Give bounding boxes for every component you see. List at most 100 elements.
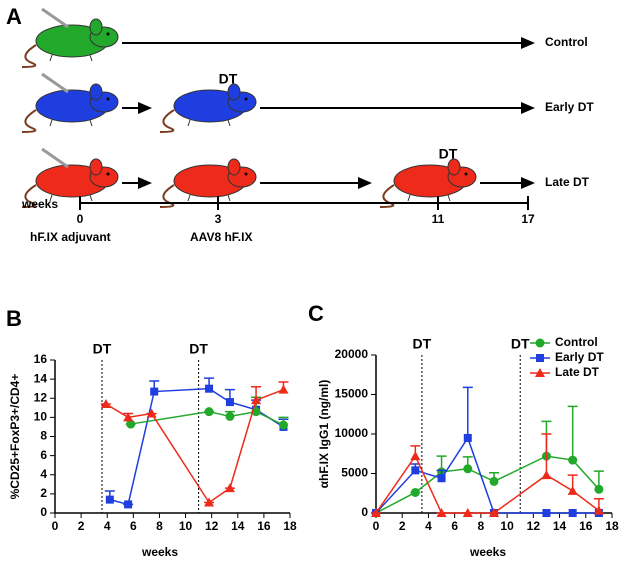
x-tick-label: 12 — [527, 519, 541, 533]
timeline-tick-label: 0 — [77, 212, 84, 226]
y-tick-label: 12 — [34, 390, 48, 404]
marker — [205, 384, 214, 393]
mouse-ear — [227, 83, 241, 101]
marker — [100, 398, 111, 408]
mouse-leg — [89, 194, 93, 202]
y-tick-label: 6 — [40, 448, 47, 462]
series — [371, 405, 604, 518]
mouse-leg — [89, 119, 93, 127]
marker — [225, 411, 235, 421]
mouse-eye — [464, 172, 468, 176]
series-line — [375, 454, 600, 514]
marker — [204, 407, 214, 417]
marker — [463, 433, 472, 442]
mouse-eye — [106, 32, 110, 36]
mouse-leg — [227, 119, 231, 127]
marker — [225, 398, 234, 407]
marker — [489, 476, 499, 486]
marker — [124, 500, 133, 509]
y-tick-label: 5000 — [341, 466, 368, 480]
timeline-tick-label: 17 — [521, 212, 535, 226]
mouse-eye — [106, 172, 110, 176]
panel-label: B — [6, 306, 22, 331]
marker — [463, 464, 473, 474]
x-tick-label: 12 — [205, 519, 219, 533]
x-tick-label: 18 — [605, 519, 619, 533]
event-label: AAV8 hF.IX — [190, 230, 252, 244]
x-tick-label: 6 — [451, 519, 458, 533]
timeline-tick-label: 11 — [432, 212, 445, 226]
marker — [436, 508, 447, 517]
mouse — [159, 158, 257, 208]
marker — [251, 395, 262, 405]
mouse-leg — [187, 194, 191, 202]
event-label: hF.IX adjuvant — [30, 230, 111, 244]
marker — [411, 466, 420, 475]
y-tick-label: 16 — [34, 352, 48, 366]
y-tick-label: 4 — [40, 467, 47, 481]
marker — [278, 420, 288, 430]
marker — [567, 485, 578, 495]
x-tick-label: 6 — [130, 519, 137, 533]
y-tick-label: 15000 — [335, 387, 369, 401]
y-tick-label: 8 — [40, 429, 47, 443]
marker — [437, 474, 446, 483]
y-axis-label: αhF.IX IgG1 (ng/ml) — [317, 380, 331, 489]
marker — [410, 451, 421, 461]
y-tick-label: 10000 — [335, 426, 369, 440]
mouse — [21, 72, 119, 133]
legend-marker — [535, 368, 545, 377]
marker — [126, 419, 136, 429]
syringe — [41, 72, 69, 94]
legend-label: Late DT — [555, 365, 600, 379]
marker — [593, 505, 604, 515]
syringe — [41, 147, 69, 169]
x-tick-label: 0 — [373, 519, 380, 533]
x-tick-label: 8 — [478, 519, 485, 533]
dt-label: DT — [189, 341, 208, 357]
mouse-tail — [21, 44, 37, 68]
y-tick-label: 14 — [34, 371, 48, 385]
x-tick-label: 0 — [52, 519, 59, 533]
x-tick-label: 16 — [257, 519, 271, 533]
arrow-head — [138, 177, 152, 189]
x-tick-label: 8 — [156, 519, 163, 533]
arrow-head — [521, 102, 535, 114]
mouse-eye — [244, 97, 248, 101]
arrow-head — [138, 102, 152, 114]
marker — [568, 509, 577, 517]
treatment-label: DT — [219, 71, 238, 87]
marker — [542, 509, 551, 517]
timeline-tick-label: 3 — [215, 212, 222, 226]
mouse-leg — [49, 194, 53, 202]
marker — [105, 495, 114, 504]
mouse-ear — [89, 83, 103, 101]
series — [371, 433, 604, 517]
mouse-leg — [49, 119, 53, 127]
mouse-ear — [89, 18, 103, 36]
mouse-leg — [407, 194, 411, 202]
x-tick-label: 16 — [579, 519, 593, 533]
marker — [462, 508, 473, 517]
marker — [594, 484, 604, 494]
series — [125, 396, 289, 430]
error-bar — [462, 386, 473, 438]
row-label: Early DT — [545, 100, 594, 114]
marker — [541, 470, 552, 480]
marker — [568, 455, 578, 465]
mouse-leg — [227, 194, 231, 202]
y-tick-label: 0 — [40, 505, 47, 519]
treatment-label: DT — [439, 146, 458, 162]
error-bar — [541, 433, 552, 476]
mouse-eye — [106, 97, 110, 101]
x-tick-label: 14 — [231, 519, 245, 533]
x-axis-label: weeks — [469, 545, 506, 559]
x-tick-label: 4 — [425, 519, 432, 533]
x-tick-label: 2 — [78, 519, 85, 533]
x-tick-label: 10 — [500, 519, 514, 533]
mouse — [21, 7, 119, 68]
x-tick-label: 18 — [283, 519, 297, 533]
marker — [146, 408, 157, 418]
mouse-leg — [89, 54, 93, 62]
